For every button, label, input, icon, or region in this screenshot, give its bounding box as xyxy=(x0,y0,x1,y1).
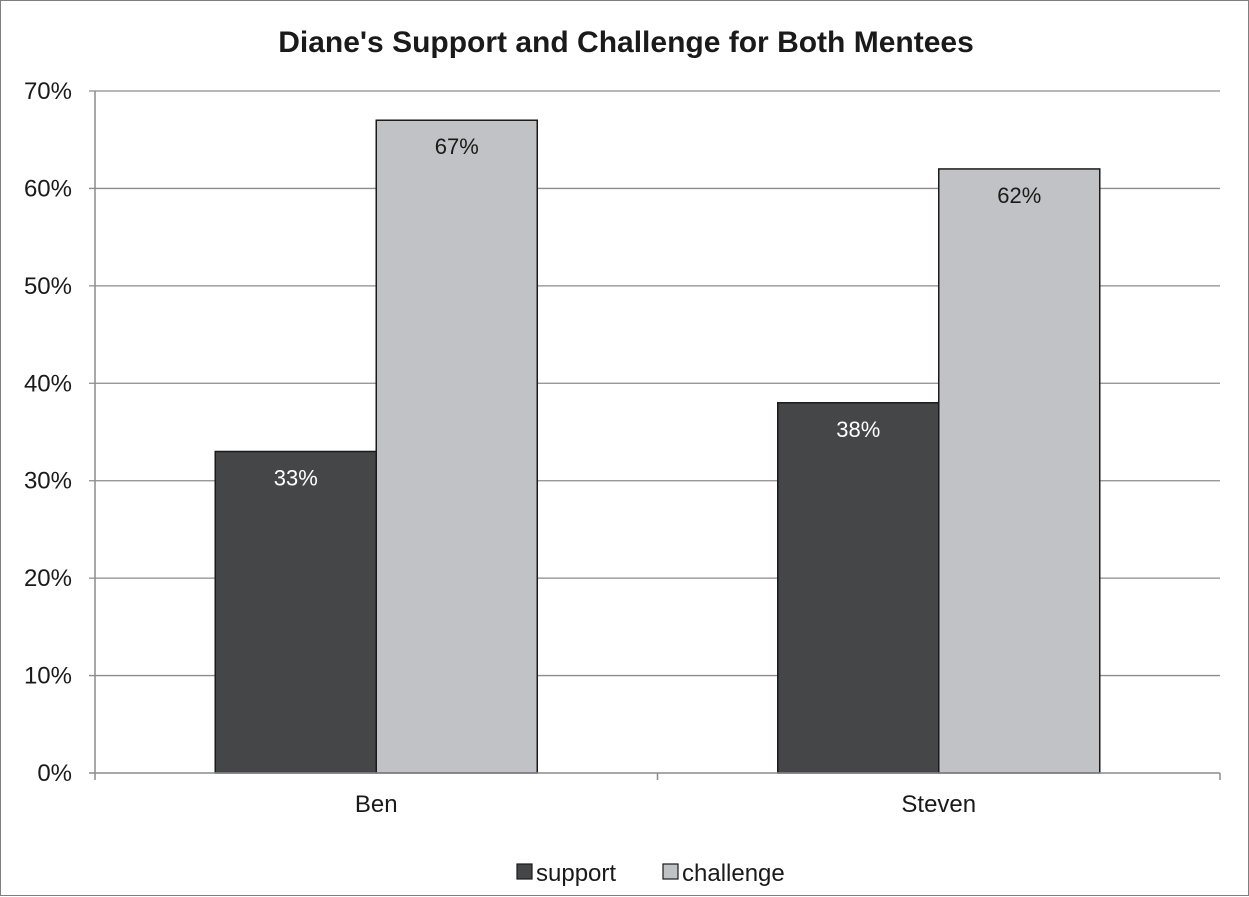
bars xyxy=(214,119,1101,774)
chart-title: Diane's Support and Challenge for Both M… xyxy=(278,26,974,59)
y-tick-label: 50% xyxy=(24,273,72,300)
legend-swatch-support xyxy=(516,863,533,880)
y-tick-label: 10% xyxy=(24,663,72,690)
bar-challenge-steven xyxy=(938,168,1101,774)
legend-label-challenge: challenge xyxy=(682,860,785,887)
y-tick-label: 20% xyxy=(24,565,72,592)
legend: support challenge xyxy=(516,860,785,887)
legend-label-support: support xyxy=(536,860,616,887)
x-axis-tick-labels: Ben Steven xyxy=(355,791,976,818)
y-tick-label: 60% xyxy=(24,175,72,202)
bar-support-ben xyxy=(214,450,377,774)
x-tick-label-ben: Ben xyxy=(355,791,398,818)
data-label-support-steven: 38% xyxy=(836,417,880,442)
y-axis-tick-labels: 0% 10% 20% 30% 40% 50% 60% 70% xyxy=(24,78,72,787)
data-label-support-ben: 33% xyxy=(274,465,318,490)
data-label-challenge-steven: 62% xyxy=(997,183,1041,208)
y-tick-label: 30% xyxy=(24,468,72,495)
legend-swatch-challenge xyxy=(662,863,679,880)
y-tick-label: 70% xyxy=(24,78,72,105)
data-label-challenge-ben: 67% xyxy=(435,134,479,159)
data-labels: 33% 67% 38% 62% xyxy=(274,134,1042,490)
x-tick-label-steven: Steven xyxy=(901,791,976,818)
axes xyxy=(89,91,1221,780)
bar-support-steven xyxy=(777,402,940,774)
y-tick-label: 0% xyxy=(37,760,72,787)
y-tick-label: 40% xyxy=(24,370,72,397)
bar-challenge-ben xyxy=(375,119,538,774)
